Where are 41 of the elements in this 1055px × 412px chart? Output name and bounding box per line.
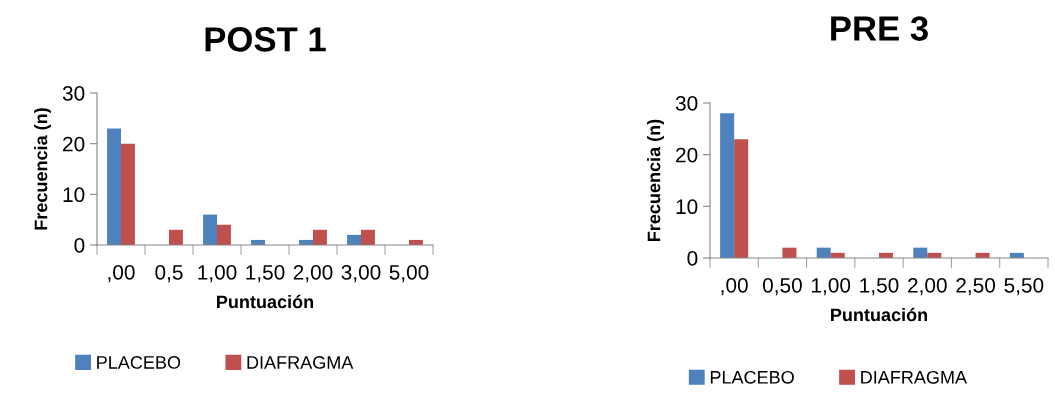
- y-tick-label: 0: [687, 251, 698, 266]
- y-axis-title: Frecuencia (n): [647, 119, 664, 241]
- bar: [313, 229, 327, 245]
- chart-title: PRE 3: [831, 16, 928, 41]
- legend-label: DIAFRAGMA: [861, 370, 968, 384]
- x-tick-label: 2,00: [908, 277, 947, 296]
- bar: [121, 143, 135, 245]
- y-tick-label: 30: [62, 86, 85, 101]
- x-tick-label: 1,00: [812, 277, 851, 296]
- y-axis-title: Frecuencia (n): [34, 108, 51, 230]
- y-tick-label: 20: [676, 147, 698, 163]
- bar: [734, 139, 749, 258]
- x-tick-label: ,00: [108, 264, 135, 283]
- x-axis-title: Puntuación: [217, 294, 314, 309]
- chart-title: POST 1: [205, 27, 326, 52]
- x-tick-label: 2,00: [293, 264, 333, 283]
- x-tick-label: 1,50: [860, 277, 899, 296]
- legend-label: DIAFRAGMA: [247, 356, 354, 369]
- y-tick-label: 0: [74, 238, 85, 253]
- y-tick-label: 10: [63, 187, 85, 203]
- legend-label: PLACEBO: [97, 356, 181, 369]
- x-tick-label: 2,50: [956, 277, 996, 296]
- x-tick-label: 5,50: [1004, 277, 1044, 296]
- x-tick-label: 0,5: [155, 264, 183, 283]
- bar: [217, 224, 231, 245]
- x-axis-title: Puntuación: [831, 307, 928, 322]
- x-tick-label: 1,00: [198, 264, 237, 283]
- y-tick-label: 20: [63, 136, 85, 152]
- y-tick-label: 30: [675, 96, 698, 111]
- x-tick-label: 5,00: [389, 264, 429, 283]
- x-tick-label: 3,00: [341, 264, 381, 283]
- bar: [720, 113, 735, 258]
- legend-label: PLACEBO: [710, 370, 794, 384]
- x-tick-label: 0,50: [762, 277, 802, 296]
- x-tick-label: 1,50: [246, 264, 285, 283]
- bar: [203, 214, 217, 245]
- bar: [107, 128, 121, 245]
- bar: [361, 229, 375, 245]
- y-tick-label: 10: [676, 199, 698, 215]
- x-tick-label: ,00: [721, 277, 748, 296]
- bar: [169, 229, 183, 245]
